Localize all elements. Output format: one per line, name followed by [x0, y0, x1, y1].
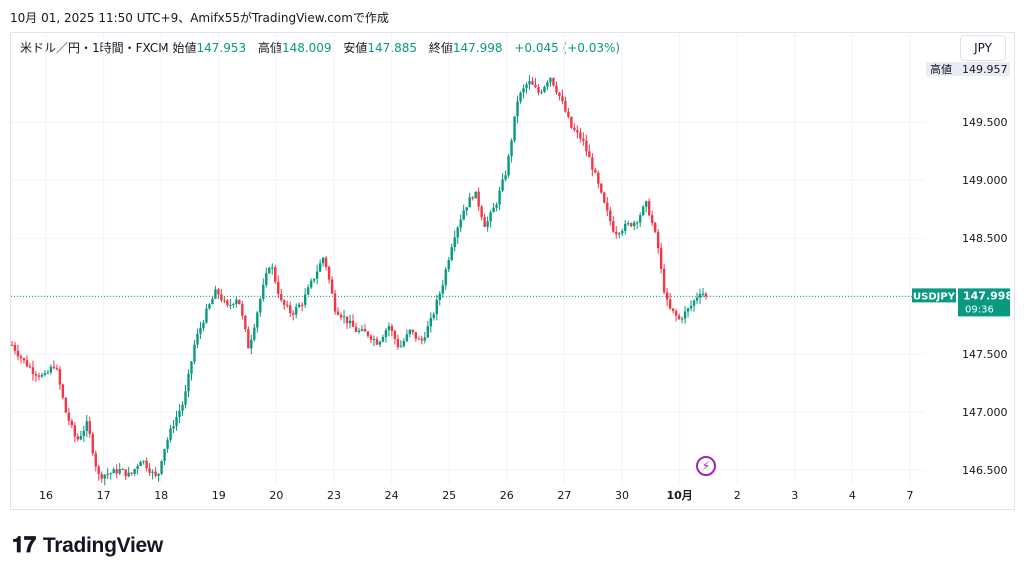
legend-symbol: 米ドル／円・1時間・FXCM: [20, 41, 169, 55]
brand-name: TradingView: [42, 534, 163, 557]
currency-button[interactable]: JPY: [960, 35, 1006, 61]
economic-event-lightning-icon[interactable]: ⚡: [696, 456, 716, 476]
legend-low-value: 147.885: [367, 41, 418, 55]
tradingview-logo-icon: 𝟏𝟕: [12, 532, 36, 557]
legend-high-value: 148.009: [281, 41, 332, 55]
legend-close-value: 147.998: [452, 41, 503, 55]
chart-caption: 10月 01, 2025 11:50 UTC+9、Amifx55がTrading…: [10, 11, 389, 25]
legend-low-label: 安値: [343, 41, 368, 55]
legend-open-value: 147.953: [196, 41, 247, 55]
legend-change: +0.045 (+0.03%): [514, 41, 621, 55]
ohlc-legend: 米ドル／円・1時間・FXCM 始値147.953 高値148.009 安値147…: [20, 39, 628, 56]
legend-open-label: 始値: [172, 41, 197, 55]
chart-frame: [10, 32, 1015, 510]
legend-high-label: 高値: [257, 41, 282, 55]
legend-close-label: 終値: [428, 41, 453, 55]
tradingview-logo: 𝟏𝟕 TradingView: [12, 532, 163, 558]
